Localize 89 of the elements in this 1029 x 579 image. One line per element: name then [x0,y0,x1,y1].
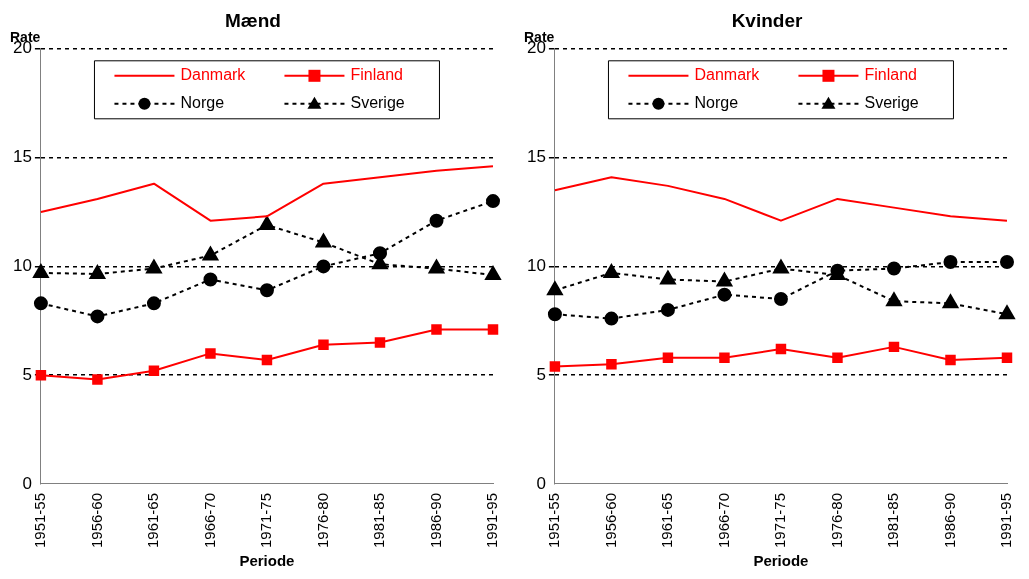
x-axis-title: Periode [239,552,295,570]
point [486,194,500,209]
point [603,263,620,278]
point [660,302,675,317]
x-tick-label: 1971-75 [771,492,789,549]
point [374,337,386,348]
point [487,324,499,335]
y-tick-label: 5 [22,364,32,384]
point [773,292,788,307]
x-tick-label: 1976-80 [827,492,845,549]
point [148,365,160,377]
x-tick-label: 1961-65 [658,492,676,549]
y-tick-label: 10 [12,256,32,276]
point [485,266,501,281]
point [92,374,103,385]
point [606,359,617,370]
point [429,213,444,228]
x-tick-label: 1981-85 [370,492,388,549]
x-tick-label: 1976-80 [313,492,331,549]
point [547,307,562,322]
x-tick-label: 1981-85 [884,492,902,549]
x-tick-label: 1951-55 [545,492,563,549]
point [886,261,901,276]
point [945,354,956,366]
x-tick-label: 1986-90 [426,492,444,549]
point [886,292,902,307]
y-tick-label: 0 [22,473,32,493]
x-tick-label: 1956-60 [601,492,619,549]
legend-label: Danmark [180,66,247,84]
chart-title: Mænd [225,9,281,31]
x-tick-label: 1991-95 [483,492,501,549]
x-tick-label: 1971-75 [257,492,275,549]
point [773,259,789,274]
x-tick-label: 1966-70 [714,492,732,549]
point [315,233,332,248]
point [775,343,787,355]
y-tick-label: 15 [12,147,32,167]
legend-label: Norge [180,94,225,112]
point [549,361,561,372]
point [205,348,216,359]
point [259,283,274,298]
point [89,264,106,279]
y-tick-label: 0 [536,473,546,493]
x-tick-label: 1951-55 [31,492,49,549]
point [832,352,843,363]
x-tick-label: 1961-65 [144,492,162,549]
point [146,296,161,311]
point [662,352,674,363]
point [604,311,619,326]
x-tick-label: 1991-95 [997,492,1015,549]
point [33,296,48,311]
point [999,305,1015,320]
legend-label: Danmark [694,66,761,84]
point [318,339,329,350]
point [146,259,162,274]
y-tick-label: 15 [526,147,546,167]
legend-label: Finland [864,66,917,84]
point [35,369,47,381]
y-tick-label: 5 [536,364,546,384]
point [316,259,331,274]
point [943,255,958,270]
legend-label: Norge [694,94,739,112]
point [660,270,676,285]
point [203,272,218,287]
x-tick-label: 1986-90 [940,492,958,549]
point [372,246,387,261]
x-axis-title: Periode [753,552,809,570]
chart-title: Kvinder [731,9,803,31]
point [32,263,49,278]
point [719,352,730,363]
x-tick-label: 1966-70 [200,492,218,549]
point [717,287,732,302]
point [259,216,275,231]
point [546,281,563,296]
point [716,272,733,287]
legend-label: Finland [350,66,403,84]
point [431,324,442,335]
point [261,354,273,366]
x-tick-label: 1956-60 [87,492,105,549]
point [428,259,445,274]
point [1001,352,1013,363]
point [942,294,959,309]
point [202,246,219,261]
point [1000,255,1014,270]
legend-label: Sverige [864,94,919,112]
point [90,309,105,324]
y-tick-label: 10 [526,256,546,276]
legend-label: Sverige [350,94,405,112]
point [888,341,900,353]
